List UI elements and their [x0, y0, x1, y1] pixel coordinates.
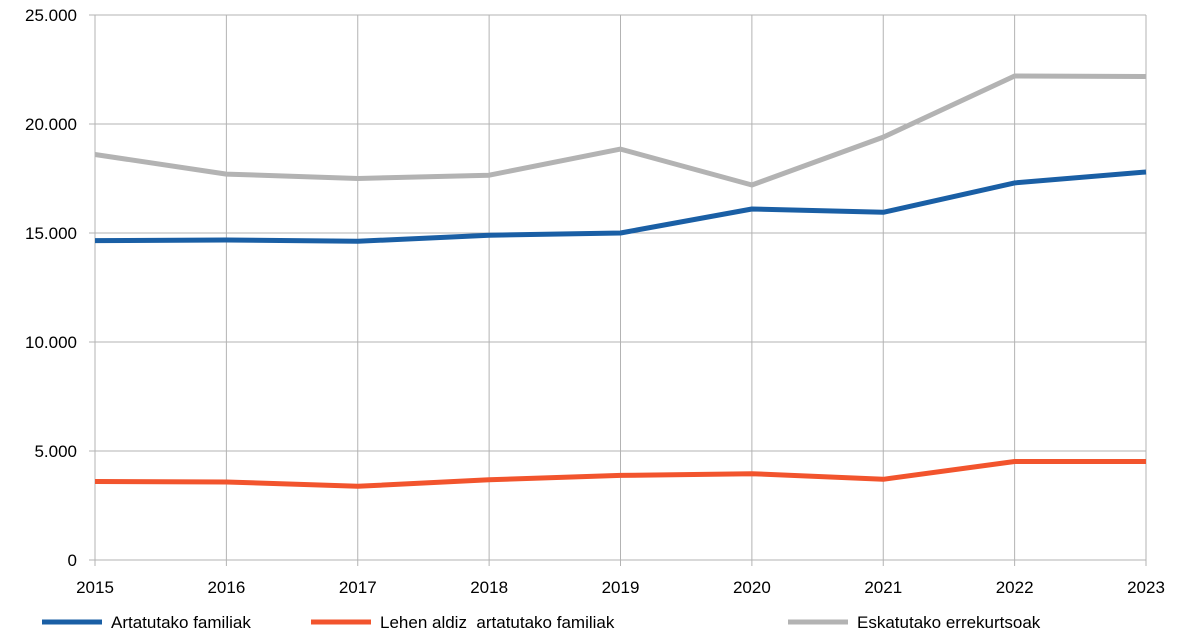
- axes: [89, 14, 1146, 561]
- x-tick-label: 2022: [996, 578, 1034, 597]
- y-tick-label: 25.000: [25, 6, 77, 25]
- tick-labels: 0 5.000 10.000 15.000 20.000 25.000 2015 2016 20…: [25, 6, 1165, 597]
- legend-label: Eskatutako errekurtsoak: [857, 613, 1041, 632]
- x-tick-label: 2020: [733, 578, 771, 597]
- y-tick-label: 20.000: [25, 115, 77, 134]
- legend-label: Artatutako familiak: [111, 613, 251, 632]
- x-tick-label: 2018: [470, 578, 508, 597]
- x-tick-label: 2015: [76, 578, 114, 597]
- series-line-3: [94, 73, 1147, 188]
- legend-label: Lehen aldiz artatutako familiak: [380, 613, 615, 632]
- series-line-1: [94, 169, 1147, 244]
- series-line-2: [94, 459, 1146, 489]
- x-tick-label: 2016: [207, 578, 245, 597]
- x-tick-label: 2021: [864, 578, 902, 597]
- y-tick-label: 5.000: [34, 442, 77, 461]
- y-tick-label: 10.000: [25, 333, 77, 352]
- series-lines: [94, 73, 1147, 489]
- y-tick-label: 15.000: [25, 224, 77, 243]
- x-tick-label: 2017: [339, 578, 377, 597]
- y-tick-label: 0: [68, 551, 77, 570]
- x-tick-label: 2019: [602, 578, 640, 597]
- legend: Artatutako familiak Lehen aldiz artatutak…: [42, 613, 1041, 632]
- x-tick-label: 2023: [1127, 578, 1165, 597]
